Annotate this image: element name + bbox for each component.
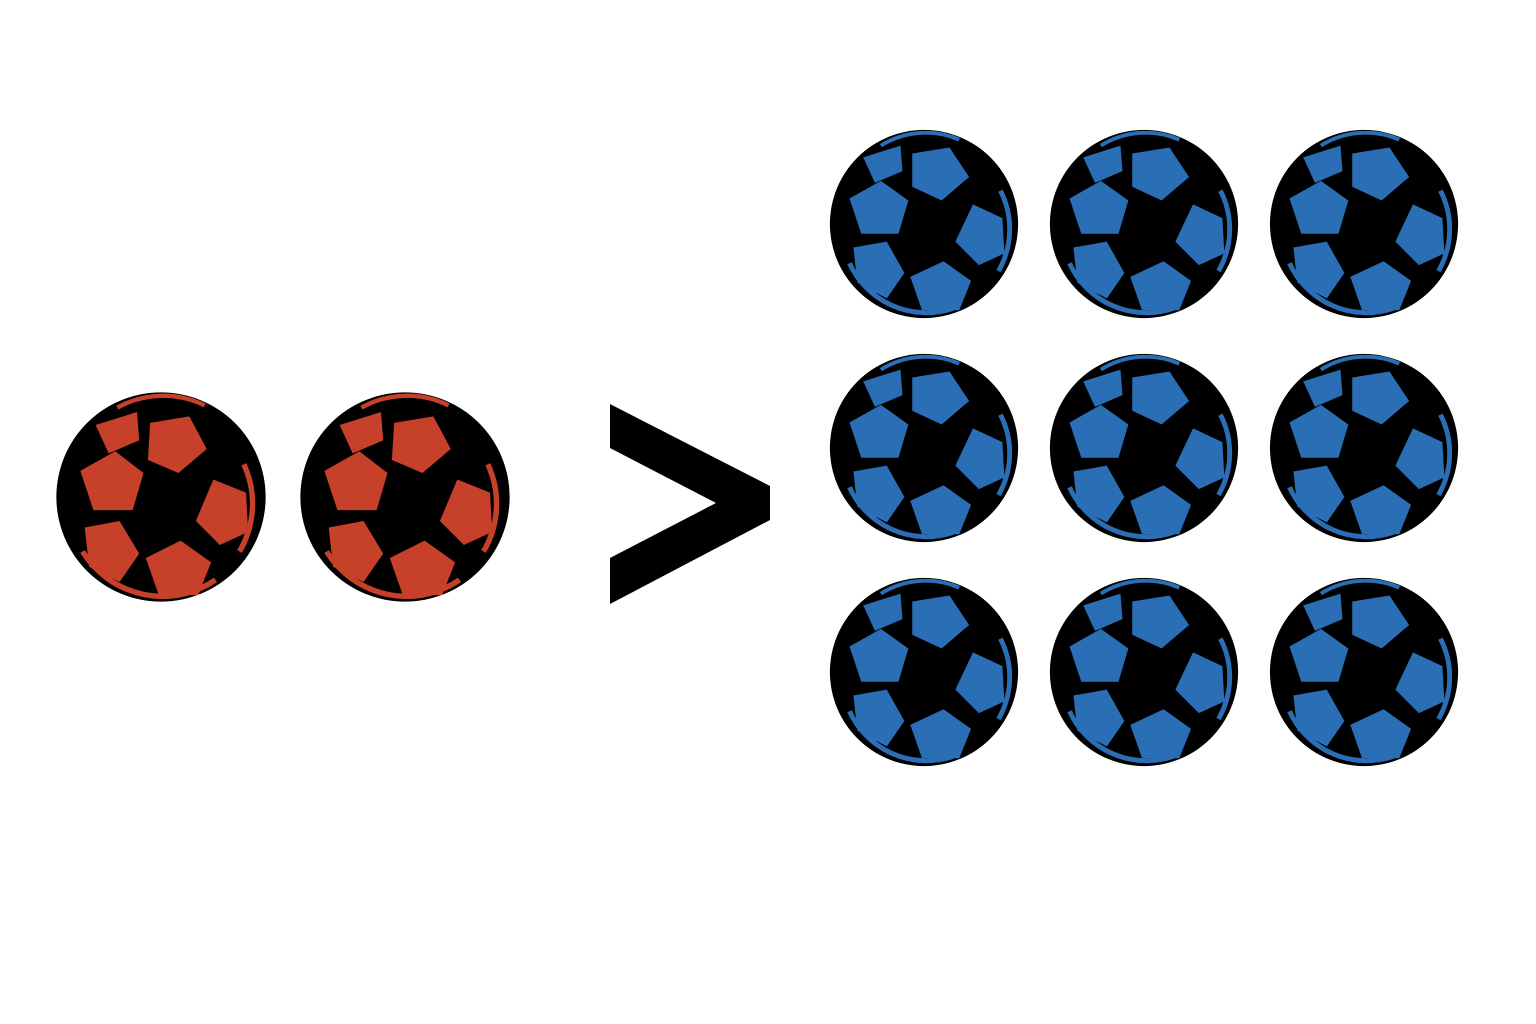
blue-soccer-ball-icon — [1266, 350, 1462, 546]
blue-soccer-ball-icon — [826, 574, 1022, 770]
red-soccer-ball-icon — [296, 388, 514, 606]
greater-than-icon — [604, 398, 774, 608]
blue-soccer-ball-icon — [1046, 126, 1242, 322]
blue-soccer-ball-icon — [1046, 350, 1242, 546]
red-soccer-ball-icon — [52, 388, 270, 606]
blue-soccer-ball-icon — [826, 350, 1022, 546]
blue-soccer-ball-icon — [1046, 574, 1242, 770]
blue-soccer-ball-icon — [1266, 574, 1462, 770]
blue-soccer-ball-icon — [1266, 126, 1462, 322]
blue-soccer-ball-icon — [826, 126, 1022, 322]
